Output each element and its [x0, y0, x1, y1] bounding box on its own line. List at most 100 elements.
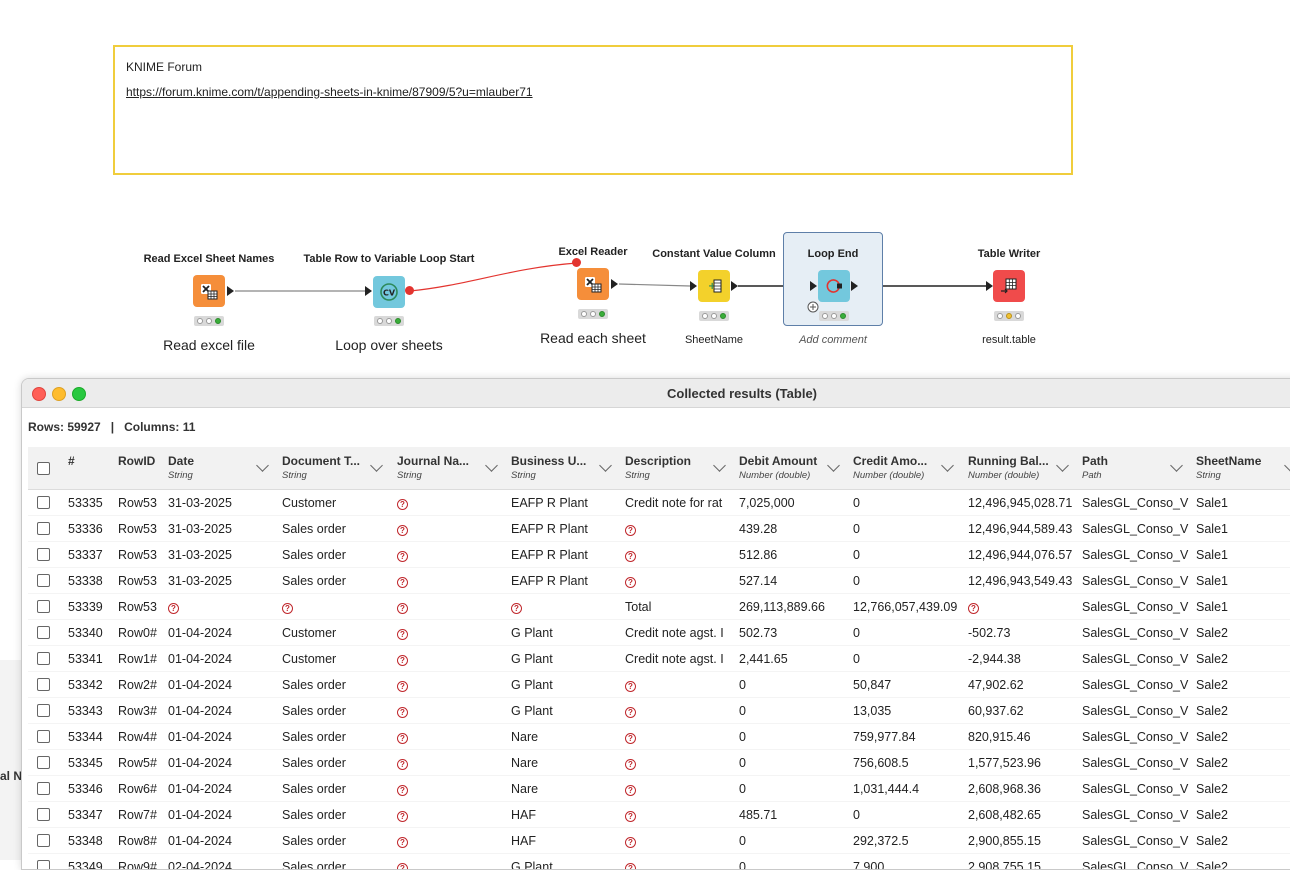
- table-cell: 53340: [68, 626, 103, 640]
- flow-variable-input-port[interactable]: [572, 258, 581, 267]
- loop-start-icon[interactable]: CV: [373, 276, 405, 308]
- node-label-sheetname[interactable]: SheetName: [684, 334, 744, 346]
- chevron-down-icon[interactable]: [713, 459, 726, 472]
- output-port[interactable]: [611, 279, 618, 289]
- row-checkbox[interactable]: [37, 548, 50, 561]
- chevron-down-icon[interactable]: [827, 459, 840, 472]
- input-port[interactable]: [365, 286, 372, 296]
- chevron-down-icon[interactable]: [370, 459, 383, 472]
- row-checkbox[interactable]: [37, 522, 50, 535]
- table-row[interactable]: 53340 Row0# 01-04-2024 Customer? G Plant Cred…: [28, 620, 1290, 646]
- table-cell: 0: [853, 626, 860, 640]
- node-label-read-excel-file[interactable]: Read excel file: [163, 337, 255, 353]
- window-close-button[interactable]: [32, 387, 46, 401]
- row-checkbox[interactable]: [37, 756, 50, 769]
- select-all-checkbox[interactable]: [37, 462, 50, 475]
- chevron-down-icon[interactable]: [1056, 459, 1069, 472]
- table-row[interactable]: 53336 Row53 31-03-2025 Sales order? EAFP R P…: [28, 516, 1290, 542]
- row-checkbox[interactable]: [37, 496, 50, 509]
- chevron-down-icon[interactable]: [1170, 459, 1183, 472]
- header-rowid[interactable]: RowID: [118, 447, 166, 489]
- missing-value-icon: ?: [625, 551, 636, 562]
- table-cell: Sale1: [1196, 600, 1228, 614]
- row-checkbox[interactable]: [37, 730, 50, 743]
- table-row[interactable]: 53347 Row7# 01-04-2024 Sales order? HAF? 485.…: [28, 802, 1290, 828]
- annotation-link[interactable]: https://forum.knime.com/t/appending-shee…: [126, 85, 533, 99]
- chevron-down-icon[interactable]: [599, 459, 612, 472]
- table-cell: Credit note agst. I: [625, 626, 724, 640]
- column-header[interactable]: SheetName String: [1196, 447, 1290, 489]
- window-titlebar[interactable]: Collected results (Table): [22, 379, 1290, 408]
- window-maximize-button[interactable]: [72, 387, 86, 401]
- table-row[interactable]: 53348 Row8# 01-04-2024 Sales order? HAF? 0 292…: [28, 828, 1290, 854]
- column-header[interactable]: Document T... String: [282, 447, 394, 489]
- row-checkbox[interactable]: [37, 782, 50, 795]
- table-cell: 759,977.84: [853, 730, 916, 744]
- table-cell: Row8#: [118, 834, 157, 848]
- columns-count: Columns: 11: [124, 420, 196, 434]
- output-port[interactable]: [851, 281, 858, 291]
- node-label-result-table[interactable]: result.table: [982, 334, 1036, 346]
- excel-sheets-icon[interactable]: [193, 275, 225, 307]
- table-cell: 527.14: [739, 574, 778, 588]
- table-cell: 2,900,855.15: [968, 834, 1041, 848]
- node-label-loop-over-sheets[interactable]: Loop over sheets: [335, 337, 443, 353]
- workflow-annotation[interactable]: KNIME Forum https://forum.knime.com/t/ap…: [113, 45, 1073, 175]
- table-row[interactable]: 53341 Row1# 01-04-2024 Customer? G Plant Cred…: [28, 646, 1290, 672]
- table-cell: SalesGL_Conso_V: [1082, 704, 1189, 718]
- table-cell: 01-04-2024: [168, 652, 232, 666]
- input-port[interactable]: [690, 281, 697, 291]
- table-row[interactable]: 53344 Row4# 01-04-2024 Sales order? Nare? 0 75…: [28, 724, 1290, 750]
- node-label-add-comment[interactable]: Add comment: [799, 334, 867, 346]
- add-port-icon[interactable]: [807, 301, 819, 313]
- chevron-down-icon[interactable]: [1284, 459, 1290, 472]
- input-port[interactable]: [810, 281, 817, 291]
- output-port[interactable]: [731, 281, 738, 291]
- table-writer-icon[interactable]: [993, 270, 1025, 302]
- missing-value-icon: ?: [397, 707, 408, 718]
- row-checkbox[interactable]: [37, 860, 50, 869]
- column-header[interactable]: Running Bal... Number (double): [968, 447, 1080, 489]
- table-row[interactable]: 53342 Row2# 01-04-2024 Sales order? G Plant?…: [28, 672, 1290, 698]
- table-row[interactable]: 53343 Row3# 01-04-2024 Sales order? G Plant?…: [28, 698, 1290, 724]
- row-checkbox[interactable]: [37, 678, 50, 691]
- table-row[interactable]: 53346 Row6# 01-04-2024 Sales order? Nare? 0 1,…: [28, 776, 1290, 802]
- row-checkbox[interactable]: [37, 574, 50, 587]
- row-checkbox[interactable]: [37, 652, 50, 665]
- table-row[interactable]: 53338 Row53 31-03-2025 Sales order? EAFP R P…: [28, 568, 1290, 594]
- loop-end-icon[interactable]: [818, 270, 850, 302]
- table-row[interactable]: 53339 Row53???? Total 269,113,889.66 12,766,…: [28, 594, 1290, 620]
- missing-value-icon: ?: [397, 525, 408, 536]
- flow-variable-port[interactable]: [405, 286, 414, 295]
- chevron-down-icon[interactable]: [485, 459, 498, 472]
- output-port[interactable]: [227, 286, 234, 296]
- table-cell: 0: [739, 678, 746, 692]
- column-header[interactable]: Path Path: [1082, 447, 1194, 489]
- window-minimize-button[interactable]: [52, 387, 66, 401]
- table-row[interactable]: 53335 Row53 31-03-2025 Customer? EAFP R Plan…: [28, 490, 1290, 516]
- constant-column-icon[interactable]: +: [698, 270, 730, 302]
- chevron-down-icon[interactable]: [941, 459, 954, 472]
- header-index: #: [68, 447, 108, 489]
- row-checkbox[interactable]: [37, 626, 50, 639]
- excel-reader-icon[interactable]: [577, 268, 609, 300]
- row-checkbox[interactable]: [37, 600, 50, 613]
- column-header[interactable]: Description String: [625, 447, 737, 489]
- node-status-light: [699, 311, 729, 321]
- column-header[interactable]: Journal Na... String: [397, 447, 509, 489]
- row-checkbox[interactable]: [37, 704, 50, 717]
- column-header[interactable]: Credit Amo... Number (double): [853, 447, 965, 489]
- table-row[interactable]: 53337 Row53 31-03-2025 Sales order? EAFP R P…: [28, 542, 1290, 568]
- row-checkbox[interactable]: [37, 808, 50, 821]
- table-cell: -502.73: [968, 626, 1011, 640]
- chevron-down-icon[interactable]: [256, 459, 269, 472]
- table-cell: SalesGL_Conso_V: [1082, 522, 1189, 536]
- table-row[interactable]: 53349 Row9# 02-04-2024 Sales order? G Plant?…: [28, 854, 1290, 869]
- column-header[interactable]: Business U... String: [511, 447, 623, 489]
- input-port[interactable]: [986, 281, 993, 291]
- column-header[interactable]: Debit Amount Number (double): [739, 447, 851, 489]
- column-header[interactable]: Date String: [168, 447, 280, 489]
- row-checkbox[interactable]: [37, 834, 50, 847]
- node-label-read-each-sheet[interactable]: Read each sheet: [540, 330, 646, 346]
- table-row[interactable]: 53345 Row5# 01-04-2024 Sales order? Nare? 0 75…: [28, 750, 1290, 776]
